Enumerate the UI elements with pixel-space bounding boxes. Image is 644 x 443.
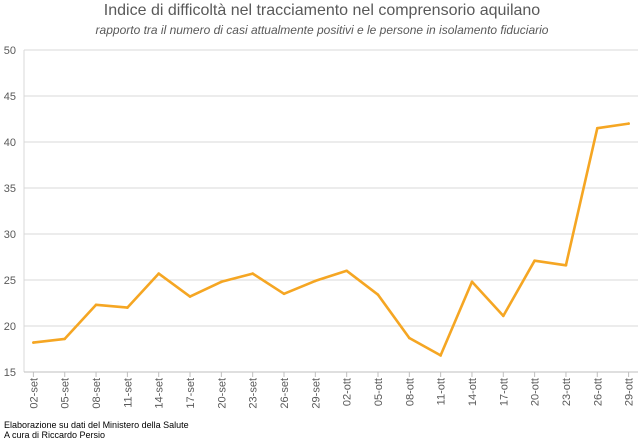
series-line: [32, 122, 630, 357]
x-tick-label: 17-ott: [498, 378, 510, 406]
x-tick-label: 29-ott: [624, 378, 636, 406]
x-tick-label: 29-set: [310, 378, 322, 409]
credits-author: A cura di Riccardo Persio: [4, 430, 106, 440]
x-tick-label: 26-set: [279, 378, 291, 409]
data-point: [439, 354, 442, 357]
data-point: [564, 263, 568, 267]
data-point: [220, 280, 223, 284]
x-tick-label: 02-ott: [342, 378, 354, 406]
y-tick-label: 40: [4, 137, 16, 149]
y-tick-label: 20: [4, 321, 16, 333]
data-point: [282, 292, 286, 296]
x-tick-label: 02-set: [28, 378, 40, 409]
data-point: [408, 336, 411, 340]
x-tick-label: 05-ott: [373, 378, 385, 406]
chart-subtitle: rapporto tra il numero di casi attualmen…: [95, 23, 549, 37]
y-tick-label: 15: [4, 367, 16, 379]
credits-source: Elaborazione su dati del Ministero della…: [4, 420, 189, 430]
x-tick-label: 20-ott: [530, 378, 542, 406]
data-point: [126, 306, 129, 309]
data-point: [627, 122, 630, 125]
x-tick-label: 23-ott: [561, 378, 573, 406]
y-tick-label: 50: [4, 45, 16, 57]
data-point: [376, 293, 380, 297]
data-point: [94, 303, 98, 307]
data-point: [32, 341, 35, 344]
x-tick-label: 11-set: [122, 378, 134, 408]
x-tick-label: 17-set: [185, 378, 197, 409]
data-point: [595, 126, 599, 130]
data-point: [157, 272, 161, 275]
x-tick-label: 23-set: [248, 378, 260, 409]
chart-title: Indice di difficoltà nel tracciamento ne…: [103, 2, 541, 19]
x-tick-label: 08-ott: [404, 378, 416, 406]
x-tick-label: 11-ott: [436, 378, 448, 405]
x-tick-label: 14-set: [154, 378, 166, 409]
data-point: [314, 279, 317, 283]
data-point: [533, 259, 536, 262]
data-point: [188, 295, 192, 298]
x-tick-label: 05-set: [60, 378, 72, 409]
y-tick-label: 30: [4, 229, 16, 241]
data-point: [501, 314, 505, 318]
y-tick-label: 35: [4, 183, 16, 195]
x-tick-label: 14-ott: [467, 378, 479, 406]
data-point: [470, 280, 474, 284]
data-point: [345, 269, 348, 273]
y-tick-label: 45: [4, 91, 16, 103]
line-chart: 15 20 25 30 35 40 45 50 02-set 05-set 08-set 11-set…: [4, 45, 638, 409]
data-point: [251, 272, 254, 275]
x-tick-label: 26-ott: [592, 378, 604, 406]
data-point: [63, 337, 67, 341]
credits: Elaborazione su dati del Ministero della…: [4, 420, 189, 440]
y-tick-label: 25: [4, 275, 16, 287]
x-tick-label: 08-set: [91, 378, 103, 409]
x-tick-label: 20-set: [216, 378, 228, 409]
